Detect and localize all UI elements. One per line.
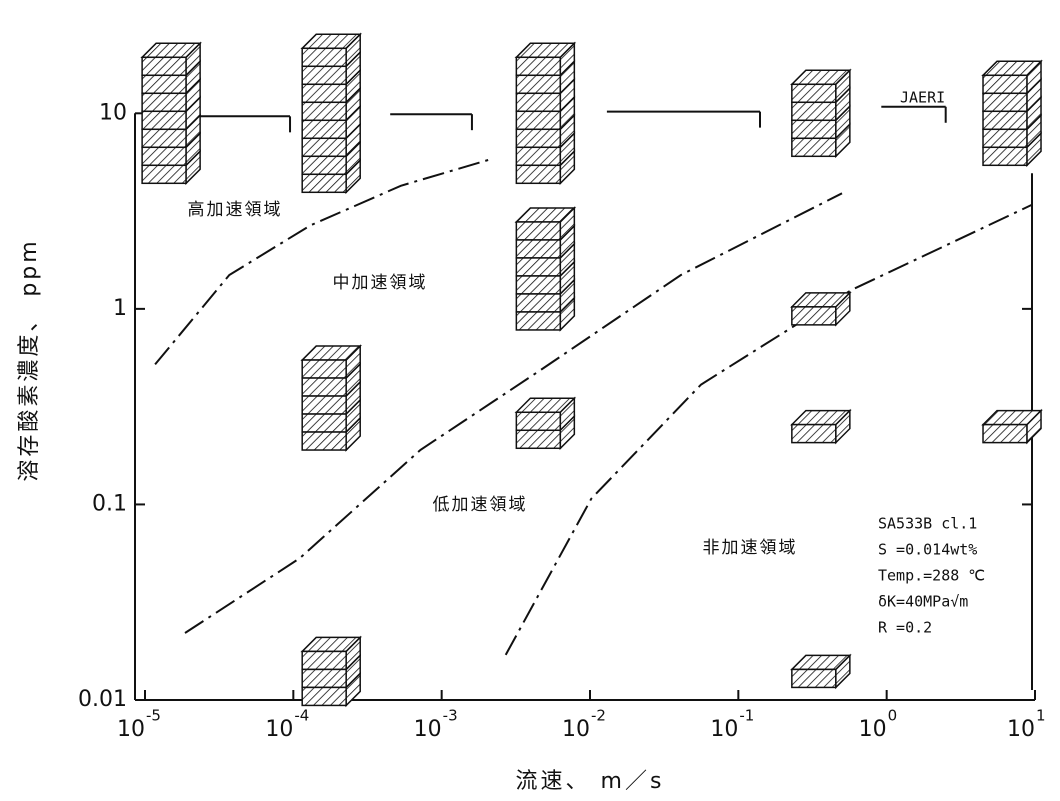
block-front (302, 432, 346, 450)
region-label: 中加速領域 (333, 273, 428, 293)
block-front (792, 84, 836, 102)
block-front (142, 165, 186, 183)
boundary-curve (185, 193, 842, 633)
block-front (983, 93, 1027, 111)
block-front (516, 93, 560, 111)
x-tick-label: 10 (562, 717, 590, 742)
block-stack (792, 293, 850, 325)
y-tick-label: 1 (113, 296, 127, 321)
block-stack (516, 43, 574, 183)
block-stack (302, 346, 360, 450)
block-front (302, 66, 346, 84)
block-front (302, 84, 346, 102)
block-front (302, 687, 346, 705)
block-front (516, 147, 560, 165)
block-front (792, 669, 836, 687)
block-front (142, 111, 186, 129)
y-tick-label: 10 (99, 100, 127, 125)
y-tick-label: 0.01 (78, 687, 127, 712)
x-tick-label: 10 (859, 717, 887, 742)
block-front (516, 75, 560, 93)
block-front (142, 147, 186, 165)
block-stack (302, 637, 360, 705)
block-front (983, 111, 1027, 129)
block-front (302, 360, 346, 378)
block-stack (302, 34, 360, 192)
block-stack (983, 411, 1041, 443)
block-front (302, 669, 346, 687)
block-front (516, 412, 560, 430)
x-tick-label: 10 (117, 717, 145, 742)
block-front (983, 129, 1027, 147)
x-tick-label: 10 (414, 717, 442, 742)
block-front (792, 120, 836, 138)
block-stack (142, 43, 200, 183)
note: Temp.=288 ℃ (878, 567, 985, 585)
block-front (516, 165, 560, 183)
block-front (516, 111, 560, 129)
note: δK=40MPa√m (878, 593, 968, 611)
block-front (516, 294, 560, 312)
region-label: 非加速領域 (703, 538, 798, 558)
block-front (516, 276, 560, 294)
block-front (516, 129, 560, 147)
x-tick-sup: 1 (1036, 707, 1046, 725)
x-tick-sup: 0 (888, 707, 898, 725)
block-front (142, 57, 186, 75)
x-tick-sup: -3 (443, 707, 458, 725)
x-tick-sup: -2 (591, 707, 606, 725)
block-front (302, 651, 346, 669)
block-front (516, 57, 560, 75)
block-front (792, 307, 836, 325)
block-stack (792, 411, 850, 443)
block-front (516, 240, 560, 258)
reference-label: JAERI (900, 89, 945, 107)
block-front (792, 138, 836, 156)
block-front (302, 156, 346, 174)
block-front (302, 378, 346, 396)
block-stack (792, 655, 850, 687)
block-front (142, 129, 186, 147)
block-front (792, 425, 836, 443)
x-tick-label: 10 (710, 717, 738, 742)
region-label: 高加速領域 (188, 200, 283, 220)
region-label: 低加速領域 (433, 495, 528, 515)
block-front (302, 120, 346, 138)
note: R =0.2 (878, 619, 932, 637)
block-front (302, 138, 346, 156)
block-stack (792, 70, 850, 156)
block-front (302, 48, 346, 66)
x-tick-label: 10 (1007, 717, 1035, 742)
y-axis-title: 溶存酸素濃度、 ppm (17, 238, 42, 481)
block-front (302, 396, 346, 414)
x-tick-label: 10 (265, 717, 293, 742)
block-front (142, 75, 186, 93)
note: SA533B cl.1 (878, 515, 977, 533)
block-front (516, 222, 560, 240)
block-front (516, 258, 560, 276)
note: S =0.014wt% (878, 541, 977, 559)
block-front (142, 93, 186, 111)
block-front (302, 174, 346, 192)
x-tick-sup: -1 (739, 707, 754, 725)
boundary-curve (506, 205, 1032, 655)
block-front (302, 102, 346, 120)
x-axis-title: 流速、 m／s (516, 769, 665, 794)
x-tick-sup: -5 (146, 707, 161, 725)
block-stack (516, 208, 574, 330)
block-front (516, 430, 560, 448)
block-front (516, 312, 560, 330)
block-front (792, 102, 836, 120)
x-tick-sup: -4 (294, 707, 309, 725)
chart: 高加速領域 中加速領域 低加速領域 非加速領域 SA533B cl.1 S =0… (0, 0, 1060, 801)
block-front (983, 75, 1027, 93)
block-stack (983, 61, 1041, 165)
block-front (302, 414, 346, 432)
block-front (983, 425, 1027, 443)
block-stack (516, 398, 574, 448)
y-tick-label: 0.1 (92, 491, 127, 516)
block-front (983, 147, 1027, 165)
